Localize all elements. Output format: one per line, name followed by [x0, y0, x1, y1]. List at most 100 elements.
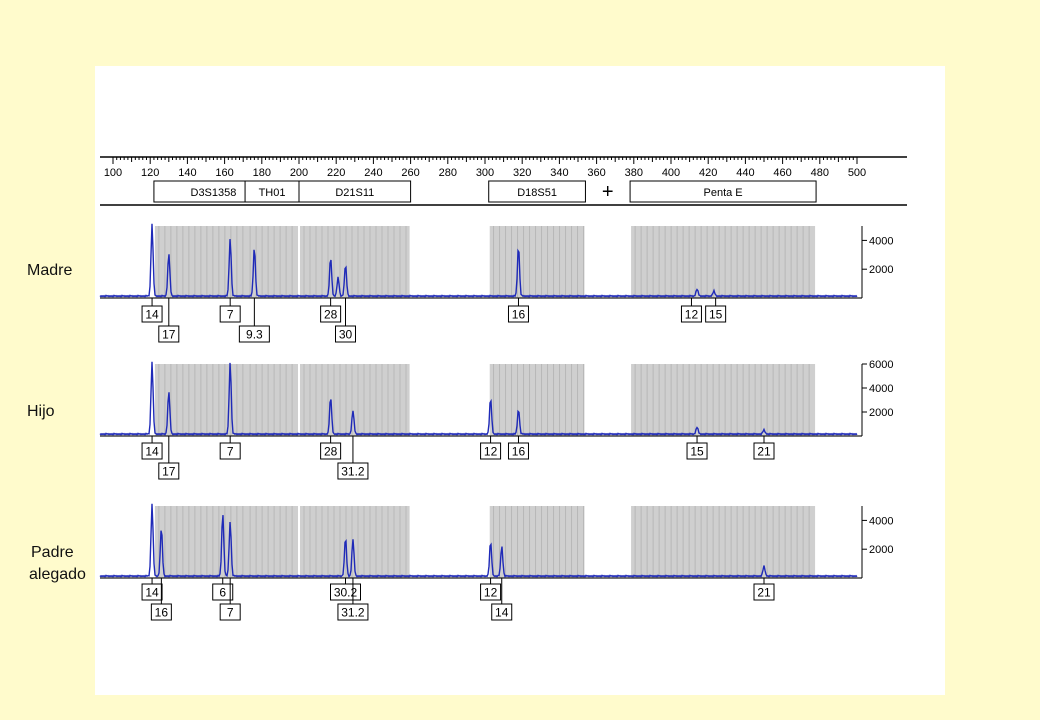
allele-call-box	[753, 442, 775, 460]
allele-call-label: 6	[219, 586, 226, 600]
size-tick-label: 340	[550, 167, 568, 179]
allele-call-label: 30	[339, 328, 353, 342]
size-tick-label: 120	[141, 167, 159, 179]
size-tick-label: 360	[587, 167, 605, 179]
allele-call-label: 31.2	[341, 606, 365, 620]
size-tick-label: 480	[811, 167, 829, 179]
size-tick-label: 200	[290, 167, 308, 179]
allele-call-label: 16	[155, 606, 169, 620]
allele-call-box	[480, 583, 502, 601]
size-tick-label: 160	[215, 167, 233, 179]
allele-call-box	[320, 442, 342, 460]
allele-call-box	[686, 442, 708, 460]
size-tick-label: 100	[104, 167, 122, 179]
sample-label: Hijo	[27, 403, 55, 420]
locus-label: Penta E	[704, 187, 743, 199]
allele-call-box	[680, 305, 702, 323]
allele-call-label: 30.2	[334, 586, 358, 600]
size-tick-label: 220	[327, 167, 345, 179]
size-tick-label: 500	[848, 167, 866, 179]
allele-call-box	[150, 603, 172, 621]
allele-call-label: 14	[145, 445, 159, 459]
allele-call-box	[158, 462, 180, 480]
size-tick-label: 180	[253, 167, 271, 179]
allele-call-box	[337, 462, 369, 480]
allele-call-box	[320, 305, 342, 323]
allele-call-box	[337, 603, 369, 621]
allele-call-box	[141, 305, 163, 323]
signal-trace	[99, 503, 858, 578]
locus-label: D3S1358	[191, 187, 237, 199]
allele-call-label: 12	[484, 586, 498, 600]
allele-call-box	[480, 442, 502, 460]
allele-call-label: 31.2	[341, 465, 365, 479]
allele-call-label: 17	[162, 328, 176, 342]
allele-call-label: 28	[324, 308, 338, 322]
allele-call-box	[491, 603, 513, 621]
allele-call-box	[219, 603, 241, 621]
allele-call-box	[507, 305, 529, 323]
allele-call-label: 12	[685, 308, 699, 322]
size-tick-label: 440	[736, 167, 754, 179]
allele-call-box	[238, 325, 270, 343]
allele-call-label: 14	[145, 308, 159, 322]
allele-call-box	[705, 305, 727, 323]
size-tick-label: 320	[513, 167, 531, 179]
allelic-bin-region	[631, 364, 816, 436]
size-tick-label: 400	[662, 167, 680, 179]
allelic-bin-region	[631, 226, 816, 298]
size-tick-label: 260	[401, 167, 419, 179]
sample-label: Madre	[27, 262, 73, 279]
allele-call-label: 7	[227, 308, 234, 322]
signal-trace	[99, 223, 858, 298]
allelic-bin-region	[246, 506, 298, 578]
allele-call-label: 21	[757, 445, 771, 459]
allele-call-label: 17	[162, 465, 176, 479]
allele-call-box	[335, 325, 356, 343]
allele-call-label: 7	[227, 606, 234, 620]
allelic-bin-region	[489, 226, 585, 298]
y-tick-label: 4000	[869, 235, 893, 247]
locus-label: D21S11	[335, 187, 374, 199]
electropherogram-panel: 100 120 140 160 180 200 220 240 260 280 300 320 340 3…	[95, 66, 945, 695]
y-tick-label: 6000	[869, 359, 893, 371]
sample-label: alegado	[29, 566, 86, 583]
size-tick-label: 140	[178, 167, 196, 179]
y-tick-label: 4000	[869, 383, 893, 395]
allele-call-label: 16	[512, 445, 526, 459]
size-tick-label: 460	[773, 167, 791, 179]
size-tick-label: 300	[476, 167, 494, 179]
allelic-bin-region	[489, 364, 585, 436]
y-tick-label: 2000	[869, 544, 893, 556]
allele-call-box	[141, 442, 163, 460]
electropherogram-chart: 100 120 140 160 180 200 220 240 260 280 300 320 340 3…	[99, 156, 907, 621]
size-tick-label: 240	[364, 167, 382, 179]
y-tick-label: 2000	[869, 264, 893, 276]
size-tick-label: 280	[439, 167, 457, 179]
allelic-bin-region	[246, 364, 298, 436]
locus-box	[298, 180, 412, 203]
size-tick-label: 420	[699, 167, 717, 179]
allele-call-label: 28	[324, 445, 338, 459]
locus-box	[488, 180, 586, 203]
allele-call-label: 15	[709, 308, 723, 322]
allele-call-box	[158, 325, 180, 343]
sample-label: Padre	[31, 544, 74, 561]
allele-call-label: 9.3	[246, 328, 263, 342]
allele-call-box	[219, 442, 241, 460]
y-tick-label: 4000	[869, 515, 893, 527]
allele-call-label: 12	[484, 445, 498, 459]
allele-call-box	[507, 442, 529, 460]
allele-call-label: 14	[145, 586, 159, 600]
allelic-bin-region	[631, 506, 816, 578]
allele-call-label: 7	[227, 445, 234, 459]
locus-label: TH01	[259, 187, 286, 199]
allele-call-box	[753, 583, 775, 601]
y-tick-label: 2000	[869, 407, 893, 419]
allele-call-box	[141, 583, 163, 601]
size-tick-label: 380	[625, 167, 643, 179]
allele-call-box	[219, 305, 241, 323]
allelic-bin-region	[300, 226, 410, 298]
locus-box	[629, 180, 817, 203]
signal-trace	[99, 361, 858, 436]
